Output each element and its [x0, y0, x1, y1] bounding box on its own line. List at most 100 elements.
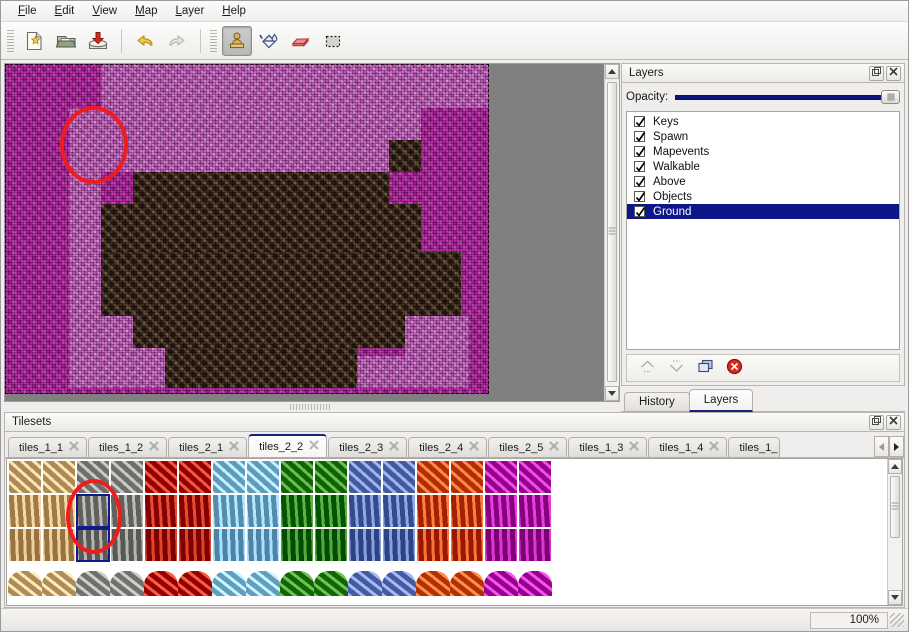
tileset-scroll-down-button[interactable] [888, 590, 902, 605]
tileset-tile[interactable] [212, 528, 246, 562]
tileset-tile[interactable] [212, 494, 246, 528]
tileset-tile[interactable] [110, 494, 144, 528]
tileset-vscroll-thumb[interactable] [890, 476, 900, 538]
tileset-tile[interactable] [178, 528, 212, 562]
layer-visibility-checkbox[interactable] [634, 146, 646, 157]
tileset-tile[interactable] [280, 562, 314, 596]
close-tab-icon[interactable] [229, 441, 239, 454]
opacity-slider-handle[interactable] [881, 90, 900, 104]
tileset-tile[interactable] [416, 562, 450, 596]
toolbar-drag-grip[interactable] [7, 29, 14, 52]
menu-help[interactable]: Help [222, 5, 246, 17]
tileset-tile[interactable] [42, 562, 76, 596]
tileset-tile[interactable] [314, 562, 348, 596]
tileset-tab[interactable]: tiles_1_2 [88, 437, 168, 458]
bucket-fill-button[interactable] [254, 26, 284, 56]
menu-file[interactable]: File [18, 5, 37, 17]
tileset-tile[interactable] [42, 528, 76, 562]
layer-row-spawn[interactable]: Spawn [627, 129, 899, 144]
tileset-tile[interactable] [8, 494, 42, 528]
tileset-tile[interactable] [8, 562, 42, 596]
duplicate-layer-button[interactable] [693, 357, 717, 379]
tileset-tile[interactable] [416, 528, 450, 562]
tileset-tile[interactable] [450, 562, 484, 596]
tab-layers[interactable]: Layers [688, 389, 754, 412]
tileset-tabs-scroll-left-button[interactable] [874, 436, 889, 457]
tileset-tile[interactable] [76, 562, 110, 596]
tileset-tile[interactable] [246, 460, 280, 494]
toolbar-drag-grip-2[interactable] [210, 29, 217, 52]
tileset-tile[interactable] [246, 562, 280, 596]
zoom-level-indicator[interactable]: 100% [810, 611, 888, 629]
tileset-tile[interactable] [110, 562, 144, 596]
delete-layer-button[interactable] [722, 357, 746, 379]
layers-dock-close-button[interactable] [886, 65, 901, 81]
layer-list[interactable]: Keys Spawn [626, 111, 900, 350]
menu-edit[interactable]: Edit [54, 5, 75, 17]
tileset-tile[interactable] [8, 528, 42, 562]
layer-row-mapevents[interactable]: Mapevents [627, 144, 899, 159]
close-tab-icon[interactable] [309, 440, 319, 453]
close-tab-icon[interactable] [389, 441, 400, 454]
opacity-slider[interactable] [675, 89, 900, 105]
tileset-tile[interactable] [42, 460, 76, 494]
undo-button[interactable] [130, 26, 160, 56]
tileset-tile[interactable] [348, 528, 382, 562]
open-folder-button[interactable] [51, 26, 81, 56]
layer-visibility-checkbox[interactable] [634, 131, 646, 142]
tileset-tile[interactable] [110, 528, 144, 562]
tileset-tile[interactable] [382, 562, 416, 596]
layer-row-keys[interactable]: Keys [627, 114, 899, 129]
close-tab-icon[interactable] [549, 441, 560, 454]
tileset-tile[interactable] [450, 528, 484, 562]
tileset-tile[interactable] [212, 460, 246, 494]
tileset-tile[interactable] [212, 562, 246, 596]
tileset-tile[interactable] [76, 460, 110, 494]
canvas-scroll-up-button[interactable] [605, 64, 619, 79]
layer-row-walkable[interactable]: Walkable [627, 159, 899, 174]
tileset-tile[interactable] [450, 494, 484, 528]
tileset-grid-scroll[interactable] [7, 459, 887, 605]
tileset-tile[interactable] [178, 460, 212, 494]
tab-history[interactable]: History [624, 392, 690, 412]
tileset-tile[interactable] [518, 528, 552, 562]
tileset-tile[interactable] [314, 528, 348, 562]
tilesets-dock-float-button[interactable] [869, 414, 884, 430]
close-tab-icon[interactable] [709, 441, 720, 454]
tileset-tile[interactable] [348, 562, 382, 596]
tileset-tile[interactable] [280, 528, 314, 562]
redo-button[interactable] [162, 26, 192, 56]
close-tab-icon[interactable] [69, 441, 79, 454]
layer-visibility-checkbox[interactable] [634, 116, 646, 127]
tileset-tile[interactable] [348, 494, 382, 528]
tileset-tile[interactable] [178, 494, 212, 528]
tileset-tile[interactable] [178, 562, 212, 596]
new-document-button[interactable] [19, 26, 49, 56]
tileset-tab[interactable]: tiles_2_4 [408, 437, 488, 458]
tileset-tile[interactable] [110, 460, 144, 494]
tileset-tile[interactable] [450, 460, 484, 494]
tileset-tab[interactable]: tiles_1_4 [648, 437, 728, 458]
tileset-tile[interactable] [416, 460, 450, 494]
tileset-tile[interactable] [518, 562, 552, 596]
tileset-tab-active[interactable]: tiles_2_2 [248, 434, 328, 458]
layer-visibility-checkbox[interactable] [634, 206, 646, 217]
tileset-vertical-scrollbar[interactable] [887, 459, 902, 605]
tileset-tile[interactable] [280, 460, 314, 494]
tileset-tile[interactable] [246, 494, 280, 528]
close-tab-icon[interactable] [629, 441, 640, 454]
tileset-tab[interactable]: tiles_1_ [728, 437, 781, 458]
tileset-tile[interactable] [314, 460, 348, 494]
tileset-tile[interactable] [42, 494, 76, 528]
layer-visibility-checkbox[interactable] [634, 191, 646, 202]
layer-row-objects[interactable]: Objects [627, 189, 899, 204]
layers-dock-float-button[interactable] [869, 65, 884, 81]
resize-grip-icon[interactable] [890, 613, 904, 627]
close-tab-icon[interactable] [469, 441, 480, 454]
tileset-tabs-scroll-right-button[interactable] [889, 436, 904, 457]
tileset-tile[interactable] [484, 494, 518, 528]
tileset-tile[interactable] [144, 562, 178, 596]
stamp-tool-button[interactable] [222, 25, 252, 56]
canvas-vertical-scrollbar[interactable] [604, 64, 619, 401]
close-tab-icon[interactable] [149, 441, 159, 454]
